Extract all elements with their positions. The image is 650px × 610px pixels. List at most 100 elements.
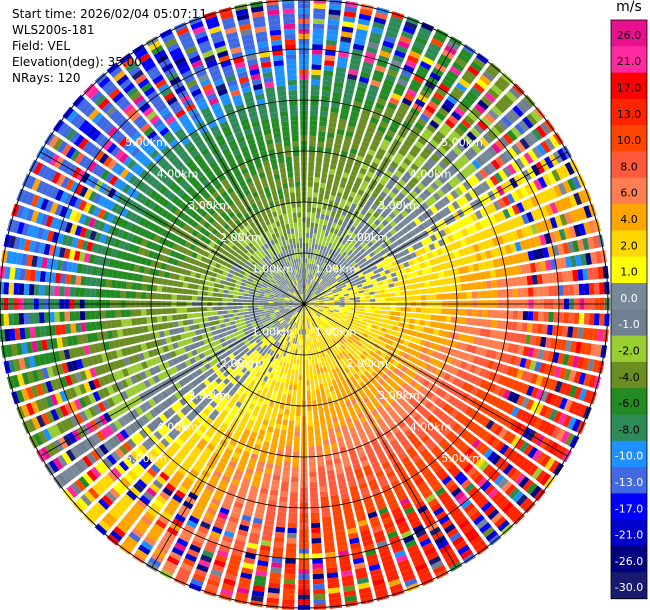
- velocity-gate: [330, 374, 335, 381]
- velocity-gate: [371, 488, 381, 496]
- velocity-gate: [388, 125, 398, 134]
- velocity-gate: [376, 182, 385, 191]
- velocity-gate: [156, 475, 167, 486]
- velocity-gate: [451, 200, 460, 210]
- velocity-gate: [226, 349, 233, 356]
- velocity-gate: [157, 456, 168, 466]
- velocity-gate: [296, 323, 300, 329]
- velocity-gate: [174, 391, 183, 400]
- velocity-gate: [320, 357, 325, 363]
- velocity-gate: [262, 529, 273, 537]
- velocity-gate: [82, 455, 93, 468]
- velocity-gate: [446, 527, 459, 538]
- velocity-gate: [502, 430, 512, 442]
- velocity-gate: [511, 367, 519, 378]
- velocity-gate: [357, 238, 364, 245]
- velocity-gate: [344, 333, 350, 338]
- velocity-gate: [298, 329, 301, 335]
- velocity-gate: [501, 401, 511, 413]
- velocity-gate: [430, 314, 437, 321]
- velocity-gate: [554, 380, 563, 393]
- velocity-gate: [411, 472, 422, 482]
- velocity-gate: [247, 542, 258, 550]
- velocity-gate: [392, 54, 404, 64]
- velocity-gate: [375, 252, 382, 259]
- velocity-gate: [380, 554, 393, 563]
- velocity-gate: [390, 297, 396, 302]
- velocity-gate: [278, 325, 283, 330]
- velocity-gate: [390, 161, 399, 169]
- velocity-gate: [335, 529, 346, 537]
- velocity-gate: [378, 318, 385, 323]
- velocity-gate: [212, 470, 222, 479]
- velocity-gate: [519, 458, 530, 471]
- velocity-gate: [305, 308, 307, 314]
- velocity-gate: [489, 175, 499, 186]
- velocity-gate: [395, 291, 401, 297]
- velocity-gate: [373, 353, 380, 360]
- velocity-gate: [179, 397, 188, 406]
- velocity-gate: [364, 273, 370, 279]
- velocity-gate: [293, 446, 300, 452]
- velocity-gate: [349, 537, 360, 545]
- velocity-gate: [275, 359, 281, 366]
- velocity-gate: [314, 282, 319, 288]
- velocity-gate: [230, 397, 237, 405]
- velocity-gate: [278, 408, 284, 415]
- velocity-gate: [341, 391, 348, 398]
- velocity-gate: [304, 309, 306, 315]
- velocity-gate: [180, 562, 194, 572]
- velocity-gate: [319, 383, 324, 390]
- velocity-gate: [320, 496, 329, 503]
- velocity-gate: [475, 140, 486, 151]
- velocity-gate: [326, 183, 332, 190]
- velocity-gate: [535, 125, 547, 138]
- velocity-gate: [162, 564, 176, 575]
- velocity-gate: [308, 171, 314, 177]
- velocity-gate: [362, 539, 374, 547]
- velocity-gate: [316, 312, 322, 316]
- velocity-gate: [305, 294, 308, 300]
- velocity-gate: [398, 263, 405, 270]
- velocity-gate: [434, 257, 441, 265]
- velocity-gate: [328, 592, 341, 599]
- velocity-gate: [344, 247, 350, 254]
- velocity-gate: [307, 307, 313, 311]
- velocity-gate: [313, 374, 318, 380]
- velocity-gate: [158, 515, 170, 525]
- velocity-gate: [288, 342, 293, 348]
- velocity-gate: [309, 323, 313, 329]
- velocity-gate: [377, 281, 384, 286]
- velocity-gate: [336, 539, 348, 547]
- velocity-gate: [263, 375, 269, 382]
- velocity-gate: [164, 434, 174, 444]
- velocity-gate: [305, 294, 307, 300]
- velocity-gate: [322, 75, 333, 82]
- velocity-gate: [356, 341, 363, 348]
- velocity-gate: [457, 52, 471, 64]
- velocity-gate: [305, 360, 309, 366]
- velocity-gate: [307, 339, 310, 345]
- velocity-gate: [539, 405, 549, 417]
- velocity-gate: [276, 454, 284, 461]
- velocity-gate: [239, 350, 246, 357]
- velocity-gate: [31, 416, 41, 430]
- velocity-gate: [444, 479, 456, 490]
- velocity-gate: [326, 236, 331, 243]
- velocity-gate: [187, 374, 195, 382]
- velocity-gate: [343, 205, 350, 212]
- velocity-gate: [335, 405, 341, 412]
- velocity-gate: [360, 234, 367, 241]
- velocity-gate: [395, 111, 406, 120]
- velocity-gate: [300, 349, 303, 355]
- velocity-gate: [415, 404, 424, 413]
- velocity-gate: [314, 358, 318, 365]
- velocity-gate: [482, 133, 493, 144]
- velocity-gate: [306, 370, 310, 376]
- velocity-gate: [333, 143, 342, 150]
- velocity-gate: [363, 56, 375, 64]
- velocity-gate: [355, 424, 363, 431]
- velocity-gate: [165, 463, 176, 474]
- velocity-gate: [313, 315, 318, 321]
- velocity-gate: [413, 382, 422, 391]
